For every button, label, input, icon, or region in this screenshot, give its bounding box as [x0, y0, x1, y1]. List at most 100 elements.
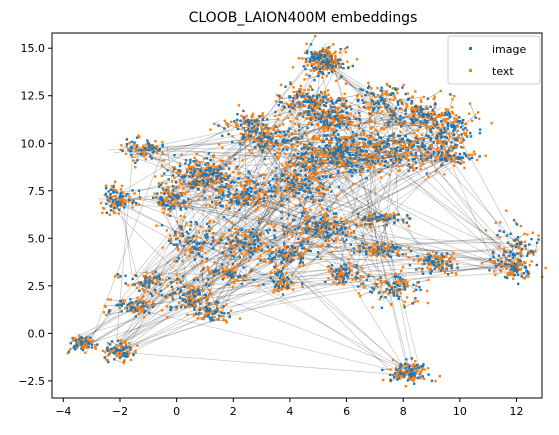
text-point	[305, 160, 307, 162]
image-point	[250, 247, 252, 249]
text-point	[339, 158, 341, 160]
text-point	[272, 142, 274, 144]
text-point	[321, 221, 323, 223]
image-point	[320, 227, 322, 229]
text-point	[474, 153, 476, 155]
text-point	[167, 186, 169, 188]
text-point	[199, 161, 201, 163]
image-point	[284, 141, 286, 143]
text-point	[257, 264, 259, 266]
text-point	[225, 173, 227, 175]
text-point	[299, 184, 301, 186]
image-point	[317, 256, 319, 258]
text-point	[234, 246, 236, 248]
text-point	[248, 229, 250, 231]
image-point	[341, 232, 343, 234]
text-point	[211, 186, 213, 188]
text-point	[131, 156, 133, 158]
text-point	[407, 92, 409, 94]
image-point	[457, 120, 459, 122]
image-point	[383, 215, 385, 217]
text-point	[214, 239, 216, 241]
image-point	[324, 236, 326, 238]
image-point	[416, 119, 418, 121]
text-point	[320, 186, 322, 188]
image-point	[249, 130, 251, 132]
image-point	[308, 188, 310, 190]
text-point	[132, 159, 134, 161]
text-point	[297, 123, 299, 125]
text-point	[337, 152, 339, 154]
text-point	[347, 106, 349, 108]
text-point	[362, 142, 364, 144]
image-point	[325, 221, 327, 223]
text-point	[229, 163, 231, 165]
image-point	[274, 111, 276, 113]
text-point	[360, 122, 362, 124]
text-point	[327, 189, 329, 191]
text-point	[353, 162, 355, 164]
text-point	[345, 222, 347, 224]
image-point	[356, 165, 358, 167]
image-point	[140, 149, 142, 151]
image-point	[373, 213, 375, 215]
text-point	[386, 109, 388, 111]
text-point	[376, 87, 378, 89]
image-point	[285, 226, 287, 228]
image-point	[445, 158, 447, 160]
text-point	[262, 242, 264, 244]
text-point	[264, 173, 266, 175]
image-point	[348, 118, 350, 120]
image-point	[427, 98, 429, 100]
text-point	[180, 153, 182, 155]
image-point	[309, 169, 311, 171]
text-point	[402, 141, 404, 143]
text-point	[257, 197, 259, 199]
text-point	[430, 153, 432, 155]
text-point	[305, 132, 307, 134]
image-point	[301, 183, 303, 185]
text-point	[338, 142, 340, 144]
text-point	[115, 189, 117, 191]
text-point	[316, 166, 318, 168]
image-point	[299, 112, 301, 114]
image-point	[160, 196, 162, 198]
image-point	[212, 247, 214, 249]
image-point	[386, 143, 388, 145]
image-point	[288, 106, 290, 108]
image-point	[344, 227, 346, 229]
image-point	[291, 189, 293, 191]
text-point	[235, 239, 237, 241]
image-point	[315, 156, 317, 158]
image-point	[380, 87, 382, 89]
text-point	[232, 171, 234, 173]
text-point	[299, 138, 301, 140]
image-point	[201, 256, 203, 258]
image-point	[275, 167, 277, 169]
image-point	[321, 114, 323, 116]
image-point	[288, 127, 290, 129]
image-point	[169, 215, 171, 217]
text-point	[335, 246, 337, 248]
image-point	[202, 174, 204, 176]
image-point	[328, 111, 330, 113]
text-point	[336, 112, 338, 114]
image-point	[422, 145, 424, 147]
image-point	[263, 146, 265, 148]
image-point	[449, 93, 451, 95]
text-point	[338, 116, 340, 118]
image-point	[400, 159, 402, 161]
image-point	[301, 186, 303, 188]
text-point	[305, 157, 307, 159]
text-point	[346, 157, 348, 159]
text-point	[329, 104, 331, 106]
image-point	[411, 100, 413, 102]
image-point	[446, 151, 448, 153]
text-point	[260, 143, 262, 145]
image-point	[325, 227, 327, 229]
text-point	[285, 186, 287, 188]
text-point	[432, 120, 434, 122]
text-point	[291, 146, 293, 148]
image-point	[131, 189, 133, 191]
image-point	[346, 46, 348, 48]
